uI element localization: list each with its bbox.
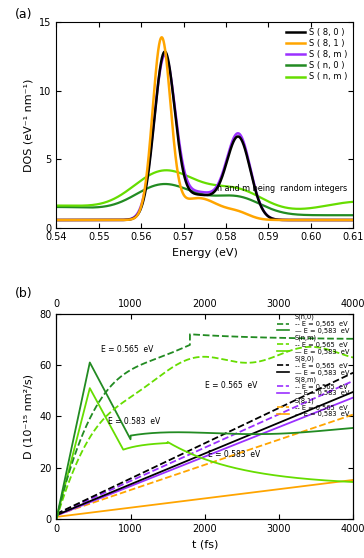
Text: E = 0.565  eV: E = 0.565 eV <box>101 345 153 354</box>
Text: E = 0.583  eV: E = 0.583 eV <box>108 417 161 426</box>
Text: E = 0.565  eV: E = 0.565 eV <box>205 381 257 390</box>
Text: n and m being  random integers: n and m being random integers <box>217 184 347 193</box>
Text: (b): (b) <box>15 287 32 300</box>
Legend: S ( 8, 0 ), S ( 8, 1 ), S ( 8, m ), S ( n, 0 ), S ( n, m ): S ( 8, 0 ), S ( 8, 1 ), S ( 8, m ), S ( … <box>285 26 349 83</box>
Y-axis label: DOS (eV⁻¹ nm⁻¹): DOS (eV⁻¹ nm⁻¹) <box>24 78 33 172</box>
Text: E = 0.583  eV: E = 0.583 eV <box>209 450 261 459</box>
Text: (a): (a) <box>15 8 32 21</box>
Legend: S(n,0), -- E = 0,565  eV, — E = 0,583  eV, S(n,m), -- E = 0,565  eV, — E = 0,583: S(n,0), -- E = 0,565 eV, — E = 0,583 eV,… <box>277 313 350 418</box>
X-axis label: t (fs): t (fs) <box>191 540 218 550</box>
X-axis label: Energy (eV): Energy (eV) <box>172 248 238 258</box>
Y-axis label: D (10⁻¹⁵ nm²/s): D (10⁻¹⁵ nm²/s) <box>24 374 33 459</box>
